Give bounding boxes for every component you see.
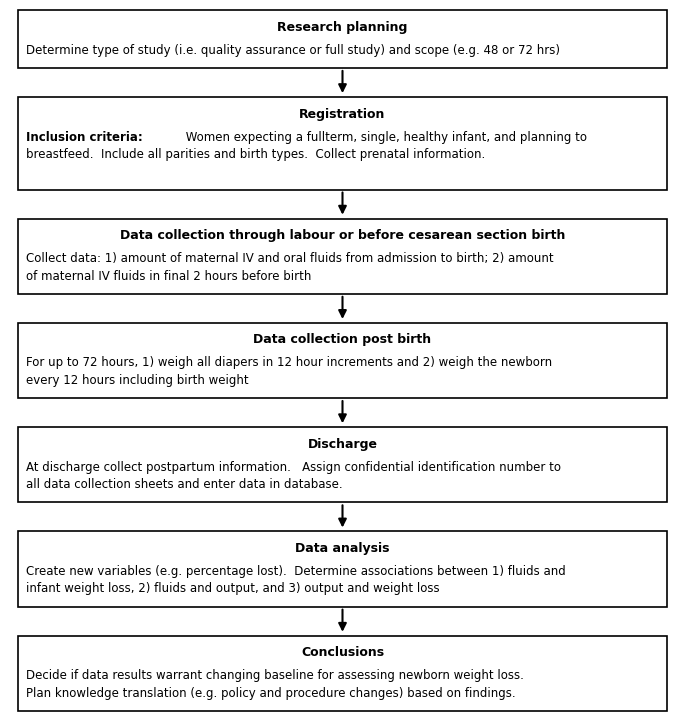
Text: every 12 hours including birth weight: every 12 hours including birth weight: [26, 373, 249, 386]
Text: Registration: Registration: [299, 107, 386, 120]
Text: Women expecting a fullterm, single, healthy infant, and planning to: Women expecting a fullterm, single, heal…: [182, 131, 587, 143]
Bar: [18, 97, 667, 190]
Text: Inclusion criteria:: Inclusion criteria:: [26, 131, 147, 143]
Text: Data collection through labour or before cesarean section birth: Data collection through labour or before…: [120, 229, 565, 242]
Text: Data collection post birth: Data collection post birth: [253, 333, 432, 346]
Text: of maternal IV fluids in final 2 hours before birth: of maternal IV fluids in final 2 hours b…: [26, 270, 312, 283]
Text: At discharge collect postpartum information.   Assign confidential identificatio: At discharge collect postpartum informat…: [26, 461, 561, 474]
Bar: [18, 636, 667, 711]
Text: For up to 72 hours, 1) weigh all diapers in 12 hour increments and 2) weigh the : For up to 72 hours, 1) weigh all diapers…: [26, 356, 552, 369]
Text: Discharge: Discharge: [308, 438, 377, 451]
Text: Collect data: 1) amount of maternal IV and oral fluids from admission to birth; : Collect data: 1) amount of maternal IV a…: [26, 252, 553, 265]
Text: breastfeed.  Include all parities and birth types.  Collect prenatal information: breastfeed. Include all parities and bir…: [26, 148, 485, 161]
Text: Determine type of study (i.e. quality assurance or full study) and scope (e.g. 4: Determine type of study (i.e. quality as…: [26, 44, 560, 57]
Text: Research planning: Research planning: [277, 21, 408, 34]
Bar: [18, 427, 667, 503]
Text: infant weight loss, 2) fluids and output, and 3) output and weight loss: infant weight loss, 2) fluids and output…: [26, 583, 440, 596]
Bar: [18, 323, 667, 398]
Text: Create new variables (e.g. percentage lost).  Determine associations between 1) : Create new variables (e.g. percentage lo…: [26, 565, 566, 578]
Bar: [18, 218, 667, 294]
Bar: [18, 531, 667, 607]
Text: Conclusions: Conclusions: [301, 646, 384, 659]
Text: Data analysis: Data analysis: [295, 542, 390, 555]
Bar: [18, 10, 667, 68]
Text: all data collection sheets and enter data in database.: all data collection sheets and enter dat…: [26, 478, 342, 491]
Text: Decide if data results warrant changing baseline for assessing newborn weight lo: Decide if data results warrant changing …: [26, 669, 524, 682]
Text: Plan knowledge translation (e.g. policy and procedure changes) based on findings: Plan knowledge translation (e.g. policy …: [26, 686, 516, 699]
